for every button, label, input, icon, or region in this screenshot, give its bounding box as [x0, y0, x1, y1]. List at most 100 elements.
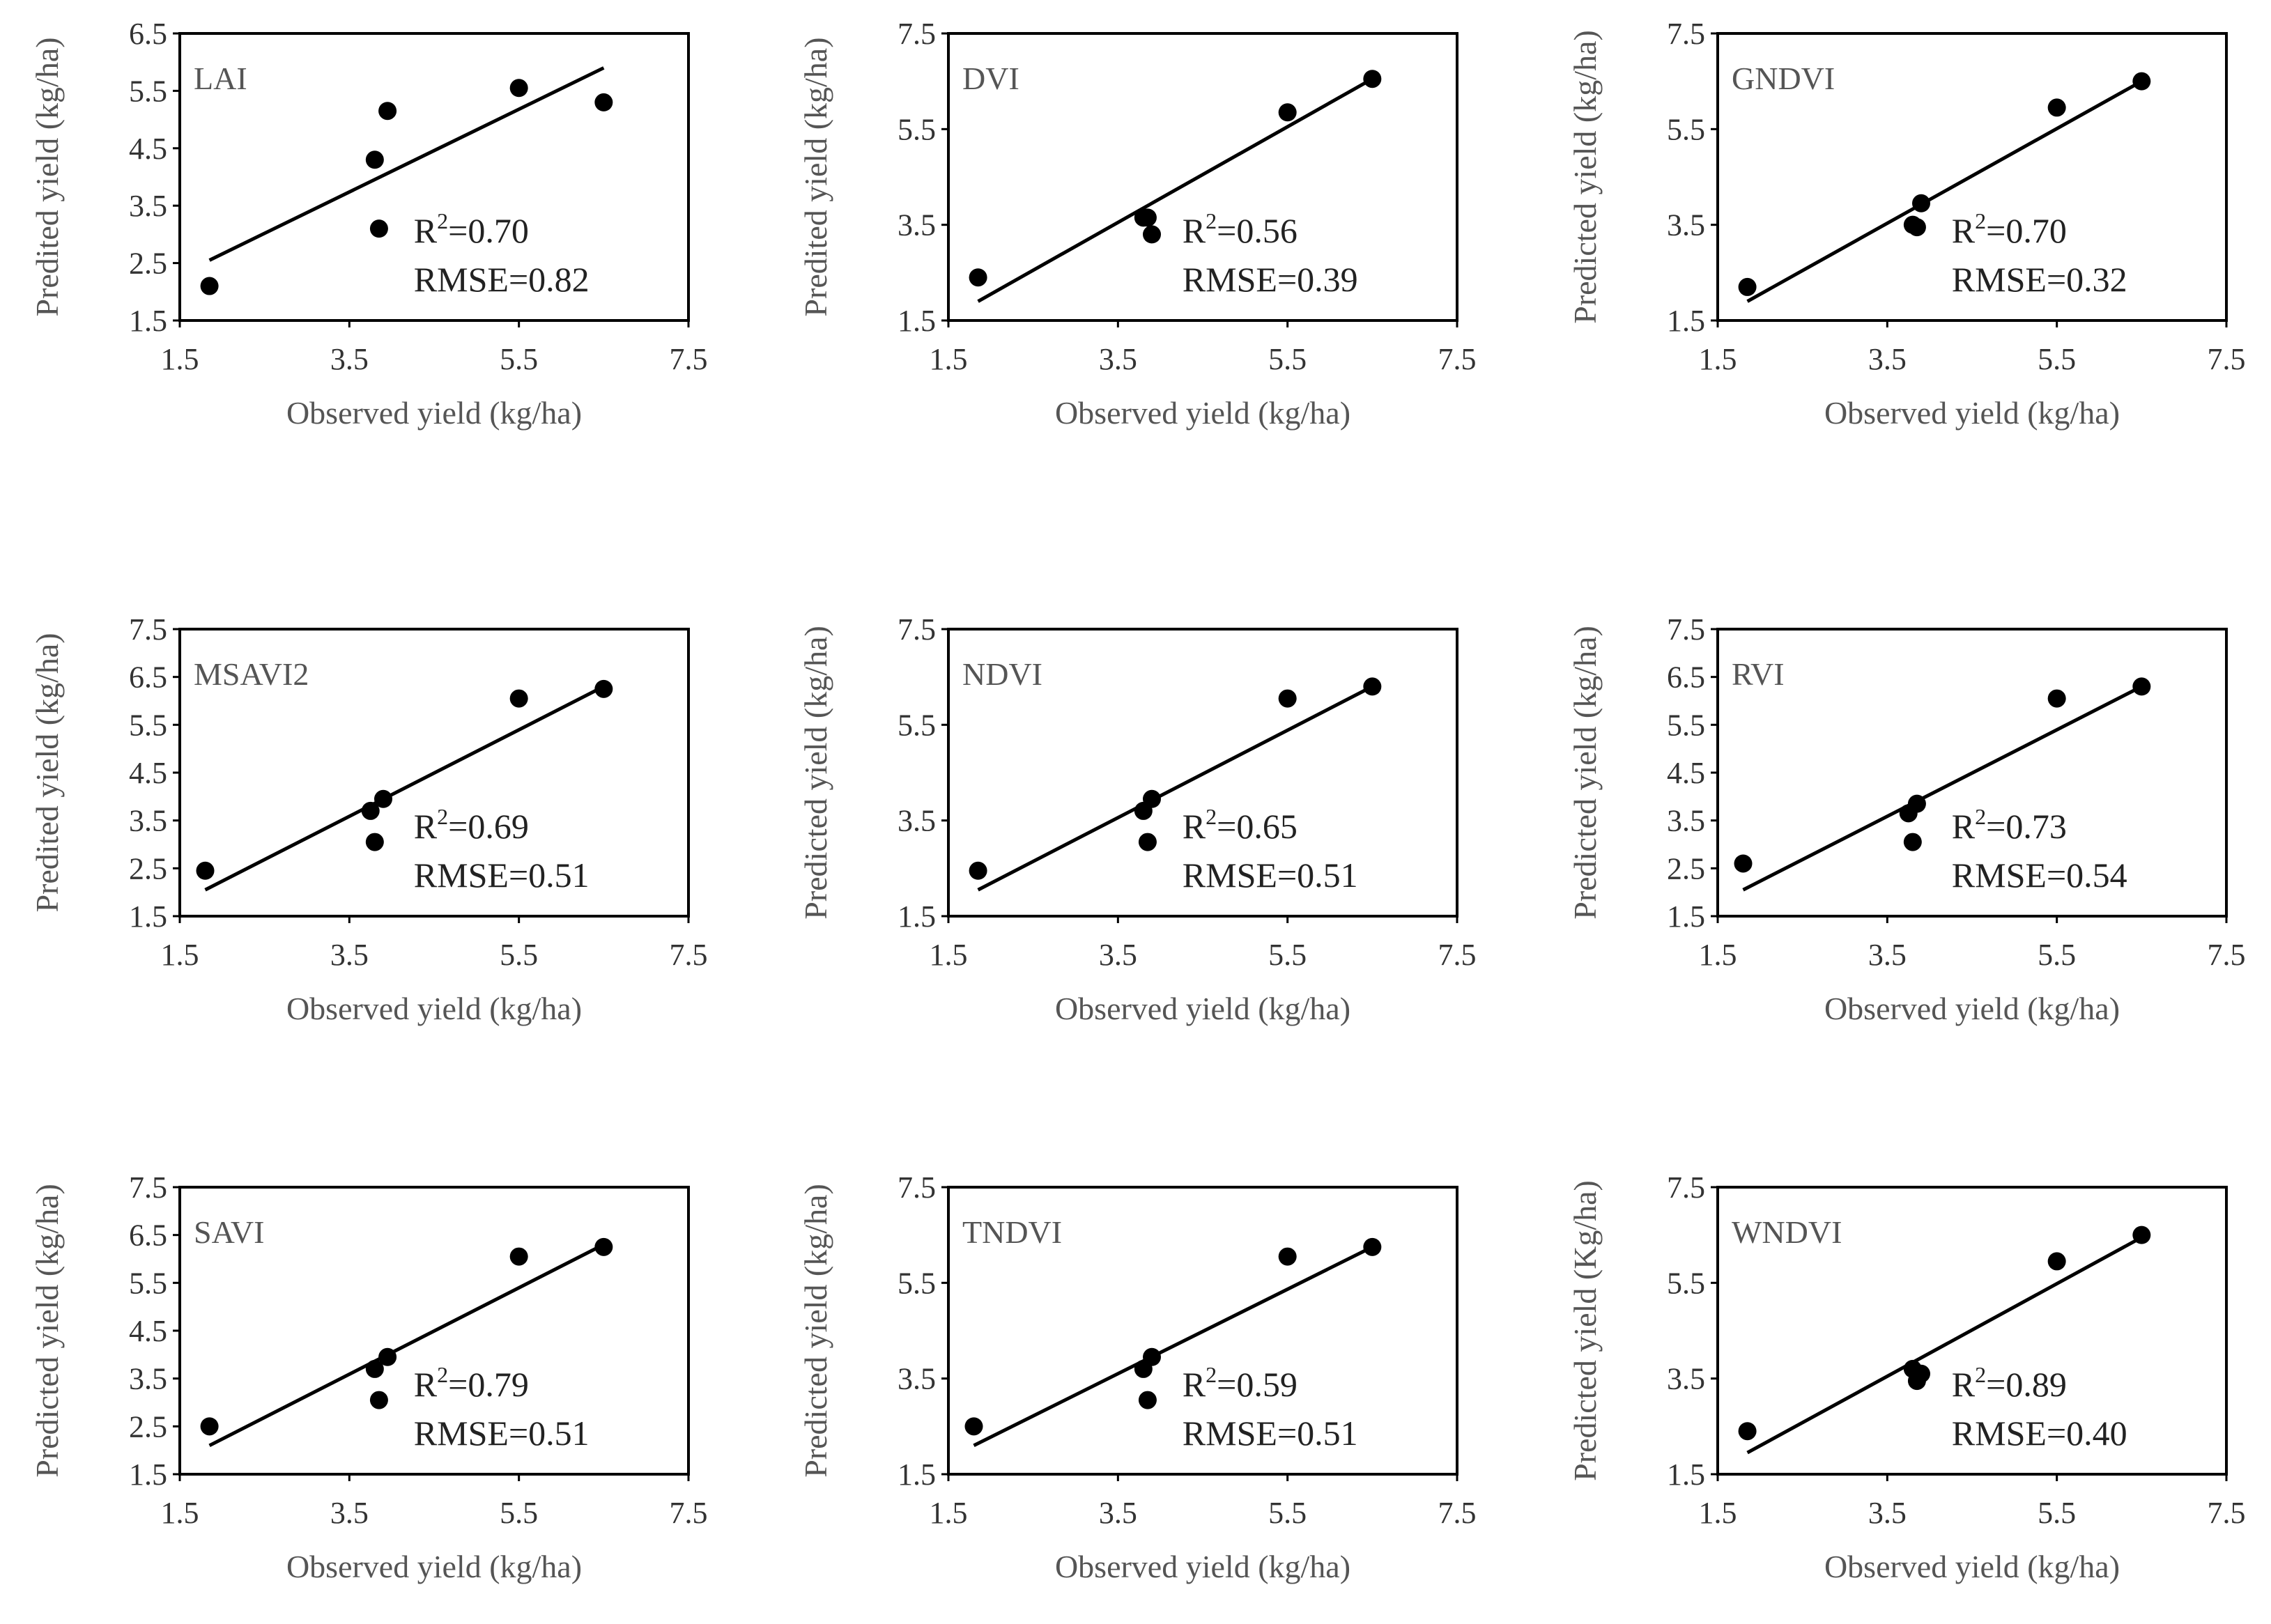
x-tick-label: 7.5	[2208, 1496, 2246, 1530]
x-axis-label: Observed yield (kg/ha)	[1824, 395, 2120, 431]
rmse-label: RMSE=0.39	[1183, 260, 1358, 299]
panel-label: NDVI	[962, 656, 1042, 692]
x-axis-label: Observed yield (kg/ha)	[1824, 1549, 2120, 1584]
y-tick-label: 1.5	[898, 899, 936, 934]
regression-line	[977, 77, 1373, 303]
data-point	[200, 277, 219, 295]
data-point	[2047, 98, 2066, 117]
data-point	[200, 1417, 219, 1436]
y-tick-label: 1.5	[898, 1457, 936, 1492]
y-tick-label: 2.5	[129, 247, 167, 281]
y-tick-label: 7.5	[1667, 17, 1705, 51]
panel-label: WNDVI	[1732, 1214, 1842, 1250]
y-axis-label: Predicted yield (Kg/ha)	[1567, 1180, 1603, 1481]
x-tick-label: 1.5	[1699, 342, 1737, 376]
y-tick-label: 5.5	[129, 708, 167, 742]
regression-line	[973, 1245, 1373, 1448]
regression-line	[208, 1243, 605, 1448]
y-tick-label: 4.5	[129, 1314, 167, 1348]
rmse-label: RMSE=0.51	[1183, 856, 1358, 895]
y-tick-label: 7.5	[1667, 1170, 1705, 1205]
data-point	[1143, 225, 1161, 244]
data-point	[1278, 689, 1297, 708]
data-point	[1912, 1364, 1930, 1383]
panel-gndvi: 1.5 3.5 5.5 7.5 1.5 3.5 5.5 7.5 Observed yield (…	[1567, 17, 2246, 431]
data-point	[369, 219, 388, 238]
x-tick-label: 5.5	[500, 1496, 538, 1530]
x-tick-label: 7.5	[1438, 938, 1477, 972]
data-point	[374, 789, 392, 808]
data-point	[509, 689, 528, 708]
data-point	[365, 150, 384, 169]
x-tick-label: 3.5	[330, 1496, 369, 1530]
data-point	[1912, 194, 1930, 212]
y-tick-label: 1.5	[1667, 899, 1705, 934]
y-tick-label: 5.5	[129, 74, 167, 108]
r-squared-label: R2=0.59	[1183, 1362, 1298, 1404]
x-tick-label: 3.5	[1099, 1496, 1137, 1530]
rmse-label: RMSE=0.32	[1952, 260, 2127, 299]
x-tick-label: 3.5	[330, 342, 369, 376]
rmse-label: RMSE=0.82	[414, 260, 590, 299]
y-axis-label: Predited yield (kg/ha)	[798, 37, 833, 316]
y-tick-label: 6.5	[129, 660, 167, 695]
x-tick-label: 5.5	[1268, 938, 1307, 972]
data-point	[1278, 1247, 1297, 1266]
data-point	[361, 801, 380, 820]
data-point	[509, 1247, 528, 1266]
y-tick-label: 3.5	[898, 208, 936, 242]
data-point	[365, 1359, 384, 1378]
x-tick-label: 5.5	[2038, 1496, 2076, 1530]
y-tick-label: 3.5	[1667, 208, 1705, 242]
data-point	[1138, 208, 1157, 227]
data-point	[509, 79, 528, 98]
x-tick-label: 3.5	[1099, 938, 1137, 972]
x-tick-label: 1.5	[161, 938, 199, 972]
data-point	[964, 1417, 983, 1436]
x-tick-label: 7.5	[2208, 342, 2246, 376]
y-tick-label: 7.5	[1667, 612, 1705, 647]
y-tick-label: 5.5	[1667, 708, 1705, 742]
y-tick-label: 5.5	[898, 1266, 936, 1300]
x-tick-label: 1.5	[930, 938, 968, 972]
y-tick-label: 6.5	[129, 1219, 167, 1253]
data-point	[2132, 1225, 2151, 1244]
data-point	[1138, 833, 1157, 851]
data-point	[196, 861, 215, 880]
y-tick-label: 1.5	[129, 899, 167, 934]
y-axis-label: Predicted yield (kg/ha)	[1567, 626, 1603, 920]
regression-line	[204, 685, 605, 892]
data-point	[594, 679, 613, 698]
data-point	[2047, 689, 2066, 708]
panel-savi: 1.5 3.5 5.5 7.5 1.5 2.5 3.5 4.5 5.5 6.5 7.5 Observe…	[29, 1170, 708, 1584]
x-tick-label: 1.5	[161, 342, 199, 376]
y-tick-label: 5.5	[1667, 1266, 1705, 1300]
x-tick-label: 3.5	[1868, 1496, 1907, 1530]
r-squared-label: R2=0.69	[414, 804, 529, 846]
y-tick-label: 3.5	[129, 804, 167, 838]
y-tick-label: 1.5	[129, 1457, 167, 1492]
y-tick-label: 4.5	[1667, 756, 1705, 790]
plot-frame	[947, 32, 1458, 322]
y-tick-label: 2.5	[129, 1409, 167, 1444]
panel-label: LAI	[194, 61, 247, 96]
x-tick-label: 1.5	[930, 1496, 968, 1530]
panel-label: DVI	[962, 61, 1019, 96]
panel-tndvi: 1.5 3.5 5.5 7.5 1.5 3.5 5.5 7.5 Observed yield (…	[798, 1170, 1477, 1584]
data-point	[1138, 1391, 1157, 1409]
y-tick-label: 3.5	[1667, 804, 1705, 838]
panel-label: MSAVI2	[194, 656, 309, 692]
r-squared-label: R2=0.65	[1183, 804, 1298, 846]
x-tick-label: 5.5	[1268, 342, 1307, 376]
data-point	[2132, 72, 2151, 91]
y-axis-label: Predicted yield (kg/ha)	[798, 1184, 833, 1478]
y-tick-label: 7.5	[129, 612, 167, 647]
x-tick-label: 7.5	[670, 342, 708, 376]
x-tick-label: 7.5	[2208, 938, 2246, 972]
y-tick-label: 3.5	[1667, 1362, 1705, 1396]
data-point	[1903, 833, 1922, 851]
x-tick-label: 7.5	[1438, 1496, 1477, 1530]
panel-label: RVI	[1732, 656, 1785, 692]
r-squared-label: R2=0.70	[1952, 208, 2067, 250]
y-axis-label: Predicted yield (kg/ha)	[29, 1184, 65, 1478]
